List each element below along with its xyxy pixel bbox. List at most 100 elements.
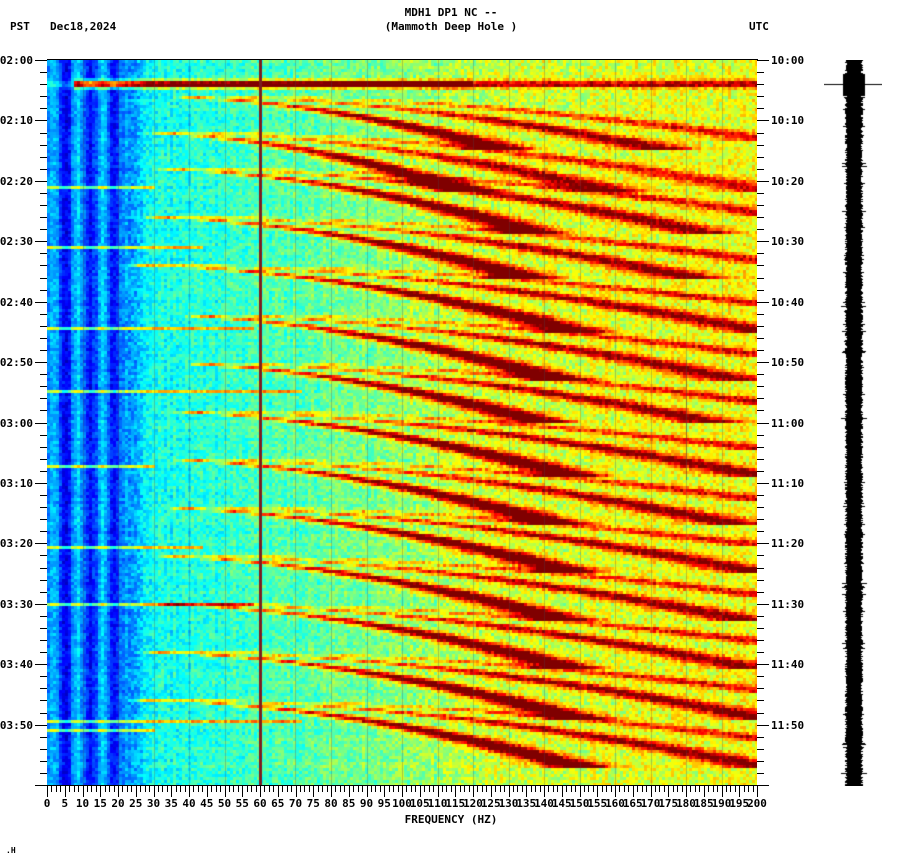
y-tick-major-left <box>35 604 47 605</box>
x-tick-minor <box>51 786 52 792</box>
x-tick-major <box>154 786 155 797</box>
x-tick-minor <box>393 786 394 792</box>
y-tick-minor-right <box>757 519 764 520</box>
x-tick-major <box>367 786 368 797</box>
y-tick-minor-left <box>40 495 47 496</box>
x-tick-minor <box>362 786 363 792</box>
x-tick-major <box>491 786 492 797</box>
x-tick-minor <box>167 786 168 792</box>
y-tick-minor-left <box>40 229 47 230</box>
y-tick-minor-right <box>757 169 764 170</box>
x-tick-minor <box>451 786 452 792</box>
x-tick-minor <box>398 786 399 792</box>
y-tick-minor-left <box>40 326 47 327</box>
y-tick-minor-left <box>40 350 47 351</box>
y-tick-major-left <box>35 483 47 484</box>
x-tick-minor <box>78 786 79 792</box>
y-tick-minor-right <box>757 253 764 254</box>
x-tick-minor <box>713 786 714 792</box>
x-tick-minor <box>353 786 354 792</box>
x-tick-major <box>65 786 66 797</box>
y-tick-minor-right <box>757 96 764 97</box>
y-tick-minor-left <box>40 507 47 508</box>
x-tick-minor <box>238 786 239 792</box>
x-tick-minor <box>122 786 123 792</box>
x-tick-major <box>260 786 261 797</box>
y-tick-minor-right <box>757 580 764 581</box>
y-tick-minor-right <box>757 761 764 762</box>
y-tick-minor-right <box>757 374 764 375</box>
x-tick-minor <box>202 786 203 792</box>
y-tick-minor-right <box>757 265 764 266</box>
y-tick-minor-right <box>757 290 764 291</box>
y-tick-minor-right <box>757 737 764 738</box>
y-tick-major-right <box>757 725 769 726</box>
y-tick-minor-right <box>757 676 764 677</box>
x-tick-major <box>597 786 598 797</box>
y-axis-left-time-label: 03:30 <box>0 598 33 611</box>
x-tick-major <box>580 786 581 797</box>
y-tick-minor-left <box>40 592 47 593</box>
x-tick-minor <box>602 786 603 792</box>
y-tick-minor-left <box>40 169 47 170</box>
x-tick-minor <box>247 786 248 792</box>
y-tick-major-right <box>757 120 769 121</box>
y-axis-left-time-label: 02:10 <box>0 114 33 127</box>
y-tick-minor-right <box>757 205 764 206</box>
x-tick-minor <box>606 786 607 792</box>
x-tick-minor <box>140 786 141 792</box>
x-tick-major <box>242 786 243 797</box>
x-axis-frequency-label: 55 <box>235 797 249 810</box>
y-axis-left-time-label: 02:40 <box>0 296 33 309</box>
x-axis-frequency-label: 160 <box>605 797 625 810</box>
y-axis-left-time-label: 03:20 <box>0 537 33 550</box>
y-tick-major-left <box>35 302 47 303</box>
x-tick-minor <box>504 786 505 792</box>
x-tick-minor <box>517 786 518 792</box>
x-tick-minor <box>415 786 416 792</box>
x-tick-minor <box>513 786 514 792</box>
y-tick-major-left <box>35 120 47 121</box>
y-tick-minor-right <box>757 398 764 399</box>
x-tick-minor <box>442 786 443 792</box>
x-tick-minor <box>611 786 612 792</box>
x-tick-minor <box>682 786 683 792</box>
x-tick-minor <box>446 786 447 792</box>
x-tick-minor <box>291 786 292 792</box>
x-tick-minor <box>145 786 146 792</box>
x-tick-minor <box>624 786 625 792</box>
y-tick-minor-right <box>757 410 764 411</box>
x-tick-minor <box>56 786 57 792</box>
x-tick-major <box>136 786 137 797</box>
x-tick-minor <box>131 786 132 792</box>
x-tick-major <box>526 786 527 797</box>
x-tick-minor <box>273 786 274 792</box>
x-tick-minor <box>642 786 643 792</box>
y-axis-left-time-label: 02:50 <box>0 356 33 369</box>
x-tick-minor <box>287 786 288 792</box>
x-tick-minor <box>500 786 501 792</box>
y-tick-minor-left <box>40 338 47 339</box>
x-axis-frequency-label: 175 <box>658 797 679 810</box>
x-axis-frequency-label: 90 <box>359 797 374 810</box>
x-tick-major <box>562 786 563 797</box>
x-tick-minor <box>327 786 328 792</box>
y-tick-minor-left <box>40 713 47 714</box>
x-axis-frequency-label: 125 <box>480 797 501 810</box>
y-axis-right-time-label: 10:20 <box>771 175 805 188</box>
y-tick-minor-left <box>40 278 47 279</box>
y-tick-minor-left <box>40 84 47 85</box>
x-tick-minor <box>571 786 572 792</box>
x-tick-minor <box>535 786 536 792</box>
x-tick-minor <box>309 786 310 792</box>
y-tick-minor-right <box>757 628 764 629</box>
x-tick-major <box>296 786 297 797</box>
x-tick-major <box>118 786 119 797</box>
x-tick-major <box>473 786 474 797</box>
y-tick-minor-left <box>40 628 47 629</box>
x-tick-minor <box>380 786 381 792</box>
x-tick-major <box>455 786 456 797</box>
x-tick-major <box>615 786 616 797</box>
x-tick-minor <box>646 786 647 792</box>
x-tick-major <box>651 786 652 797</box>
